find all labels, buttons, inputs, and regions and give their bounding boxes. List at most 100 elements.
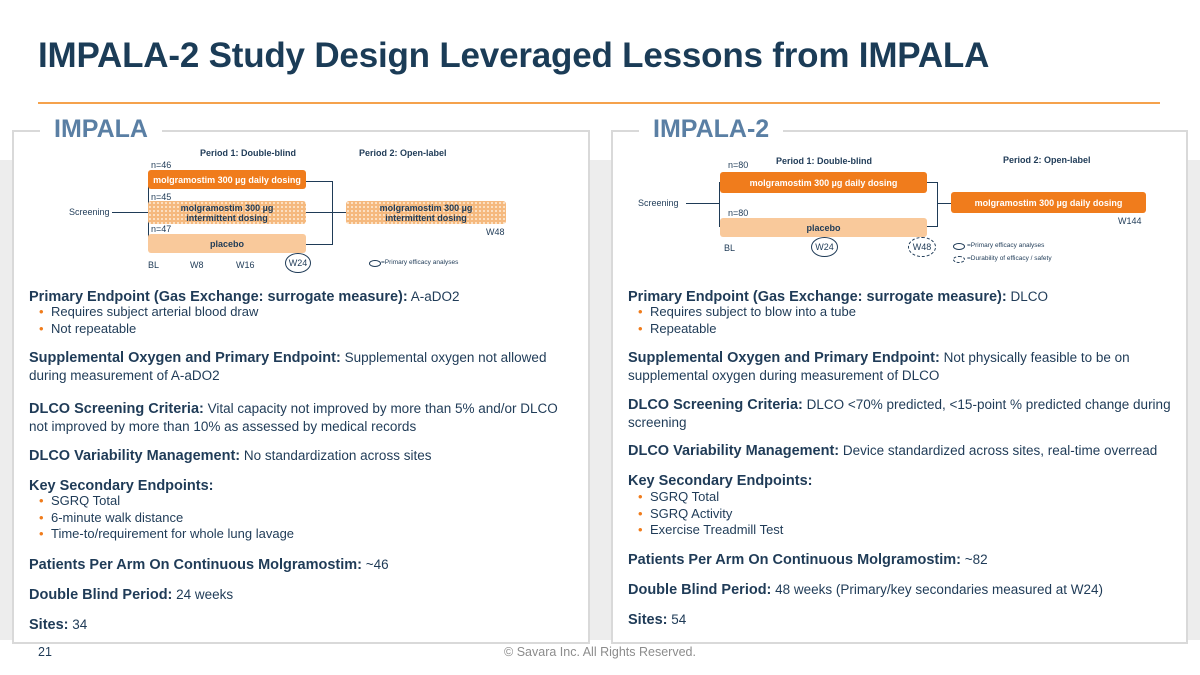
primary-endpoint-label: Primary Endpoint (Gas Exchange: surrogat…: [628, 289, 1007, 305]
arm2-n: n=80: [728, 208, 749, 218]
timeline-w8: W8: [190, 260, 204, 270]
patients-value: ~82: [961, 552, 988, 567]
impala2-panel: IMPALA-2 Period 1: Double-blind Period 2…: [611, 114, 1188, 644]
legend-durability-icon: [953, 256, 965, 263]
impala2-heading: IMPALA-2: [639, 114, 784, 144]
w48-durability-circle: W48: [908, 237, 936, 257]
open-label-bar: molgramostim 300 µg intermittent dosing: [346, 201, 506, 224]
arm1-bar: molgramostim 300 µg daily dosing: [148, 170, 306, 189]
double-blind-label: Double Blind Period:: [628, 582, 772, 598]
legend-primary-icon: [953, 243, 965, 250]
list-item: Requires subject to blow into a tube: [638, 304, 1178, 321]
arm1-crossover-line: [306, 181, 333, 183]
dlco-screening: DLCO Screening Criteria: DLCO <70% predi…: [628, 396, 1178, 431]
crossover-bracket: [937, 182, 939, 227]
screening-label: Screening: [638, 198, 679, 208]
arm1-n: n=80: [728, 160, 749, 170]
arm1-n: n=46: [151, 160, 172, 170]
timeline-bl: BL: [148, 260, 160, 270]
double-blind-value: 48 weeks (Primary/key secondaries measur…: [771, 582, 1104, 597]
supplemental-label: Supplemental Oxygen and Primary Endpoint…: [29, 350, 341, 366]
arm2-bar: placebo: [720, 218, 927, 237]
dlco-variability-value: Device standardized across sites, real-t…: [839, 443, 1158, 458]
sites-value: 34: [68, 617, 88, 632]
period2-label: Period 2: Open-label: [359, 148, 447, 158]
arm2-n: n=45: [151, 192, 172, 202]
w24-primary-circle: W24: [811, 237, 838, 257]
primary-endpoint-value: DLCO: [1006, 289, 1048, 304]
key-secondary-label: Key Secondary Endpoints:: [29, 478, 214, 494]
list-item: SGRQ Total: [39, 493, 579, 510]
sites: Sites: 54: [628, 611, 1178, 629]
w24-primary-circle: W24: [285, 253, 311, 273]
double-blind-period: Double Blind Period: 24 weeks: [29, 586, 579, 604]
patients-per-arm: Patients Per Arm On Continuous Molgramos…: [628, 551, 1178, 569]
timeline-w16: W16: [236, 260, 255, 270]
key-secondary: Key Secondary Endpoints:: [628, 472, 1178, 490]
impala-heading: IMPALA: [40, 114, 162, 144]
arm2-bar: molgramostim 300 µg intermittent dosing: [148, 201, 306, 224]
legend-primary-icon: [369, 260, 381, 267]
primary-endpoint-label: Primary Endpoint (Gas Exchange: surrogat…: [29, 289, 408, 305]
double-blind-period: Double Blind Period: 48 weeks (Primary/k…: [628, 581, 1178, 599]
list-item: SGRQ Total: [638, 489, 1178, 506]
dlco-screening-label: DLCO Screening Criteria:: [29, 401, 204, 417]
arm-bracket: [719, 182, 721, 227]
list-item: Time-to/requirement for whole lung lavag…: [39, 526, 579, 543]
impala-study-diagram: Period 1: Double-blind Period 2: Open-la…: [14, 132, 588, 282]
open-label-connector: [938, 203, 951, 205]
primary-endpoint-value: A-aDO2: [407, 289, 460, 304]
dlco-screening-value: Vital capacity not improved by more than…: [29, 401, 558, 434]
dlco-variability-label: DLCO Variability Management:: [628, 443, 840, 459]
dlco-variability-label: DLCO Variability Management:: [29, 448, 241, 464]
arm2-line1: molgramostim 300 µg: [180, 202, 274, 213]
impala-panel: IMPALA Period 1: Double-blind Period 2: …: [12, 114, 590, 644]
legend-primary-label: =Primary efficacy analyses: [967, 242, 1045, 249]
w144-label: W144: [1118, 216, 1142, 226]
supplemental-value: Not physically feasible to be on supplem…: [628, 350, 1130, 383]
screening-connector: [112, 212, 148, 214]
key-secondary-bullets: SGRQ Total 6-minute walk distance Time-t…: [29, 493, 579, 543]
page-number: 21: [38, 645, 52, 659]
sites-label: Sites:: [628, 612, 668, 628]
w48-label: W48: [486, 227, 505, 237]
period1-label: Period 1: Double-blind: [776, 156, 872, 166]
dlco-screening-value: DLCO <70% predicted, <15-point % predict…: [628, 397, 1171, 430]
primary-bullets: Requires subject to blow into a tube Rep…: [628, 304, 1178, 337]
key-secondary-label: Key Secondary Endpoints:: [628, 473, 813, 489]
period2-label: Period 2: Open-label: [1003, 155, 1091, 165]
dlco-screening: DLCO Screening Criteria: Vital capacity …: [29, 400, 579, 435]
dlco-screening-label: DLCO Screening Criteria:: [628, 397, 803, 413]
patients-label: Patients Per Arm On Continuous Molgramos…: [628, 552, 961, 568]
arm3-n: n=47: [151, 224, 172, 234]
screening-label: Screening: [69, 207, 110, 217]
arm3-bar: placebo: [148, 234, 306, 253]
timeline-bl: BL: [724, 243, 736, 253]
dlco-variability: DLCO Variability Management: No standard…: [29, 447, 579, 465]
patients-label: Patients Per Arm On Continuous Molgramos…: [29, 557, 362, 573]
supplemental-label: Supplemental Oxygen and Primary Endpoint…: [628, 350, 940, 366]
supplemental-oxygen: Supplemental Oxygen and Primary Endpoint…: [29, 349, 579, 384]
key-secondary-bullets: SGRQ Total SGRQ Activity Exercise Treadm…: [628, 489, 1178, 539]
primary-bullets: Requires subject arterial blood draw Not…: [29, 304, 579, 337]
double-blind-value: 24 weeks: [172, 587, 234, 602]
sites-label: Sites:: [29, 617, 69, 633]
double-blind-label: Double Blind Period:: [29, 587, 173, 603]
patients-value: ~46: [362, 557, 389, 572]
title-divider: [38, 102, 1160, 104]
arm2-continue-line: [306, 212, 346, 214]
legend-durability-label: =Durability of efficacy / safety: [967, 255, 1052, 262]
primary-endpoint: Primary Endpoint (Gas Exchange: surrogat…: [29, 288, 579, 306]
list-item: Requires subject arterial blood draw: [39, 304, 579, 321]
key-secondary: Key Secondary Endpoints:: [29, 477, 579, 495]
copyright: © Savara Inc. All Rights Reserved.: [504, 645, 696, 659]
primary-endpoint: Primary Endpoint (Gas Exchange: surrogat…: [628, 288, 1178, 306]
list-item: Exercise Treadmill Test: [638, 522, 1178, 539]
open-label-bar: molgramostim 300 µg daily dosing: [951, 192, 1146, 213]
arm1-bar: molgramostim 300 µg daily dosing: [720, 172, 927, 193]
supplemental-value: Supplemental oxygen not allowed during m…: [29, 350, 547, 383]
impala2-study-diagram: Period 1: Double-blind Period 2: Open-la…: [613, 132, 1187, 282]
list-item: Repeatable: [638, 321, 1178, 338]
arm1-crossover-line: [927, 182, 938, 184]
supplemental-oxygen: Supplemental Oxygen and Primary Endpoint…: [628, 349, 1178, 384]
